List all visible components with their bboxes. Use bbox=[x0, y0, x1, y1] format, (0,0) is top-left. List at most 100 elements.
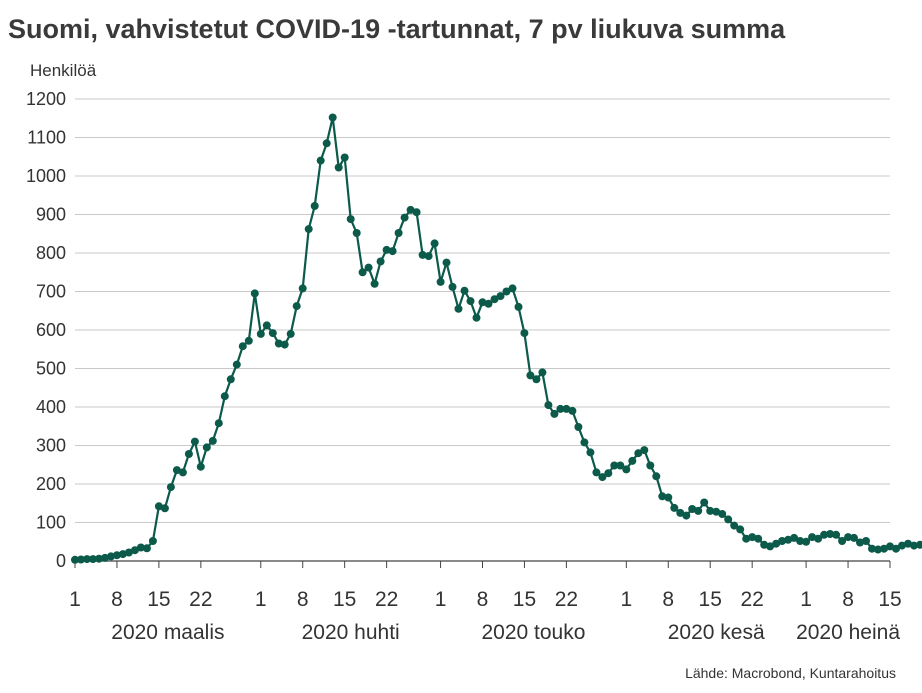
data-point bbox=[400, 213, 409, 222]
y-tick-label: 900 bbox=[36, 205, 66, 225]
data-point bbox=[412, 208, 421, 217]
data-point bbox=[298, 284, 307, 293]
y-tick-label: 1000 bbox=[26, 166, 66, 186]
data-point bbox=[694, 506, 703, 515]
month-labels: 2020 maalis 2020 huhti 2020 touko 2020 kesä… bbox=[111, 621, 900, 644]
data-point bbox=[718, 510, 727, 518]
data-point bbox=[868, 544, 876, 553]
data-point bbox=[334, 163, 343, 172]
data-point bbox=[95, 554, 103, 563]
x-tick-label: 22 bbox=[740, 588, 763, 611]
y-tick-label: 600 bbox=[36, 320, 66, 340]
data-point bbox=[658, 492, 667, 501]
data-point bbox=[178, 468, 187, 477]
data-point bbox=[124, 548, 133, 557]
data-point bbox=[766, 542, 775, 551]
x-tick-label: 15 bbox=[147, 588, 170, 611]
y-tick-label: 300 bbox=[36, 436, 66, 456]
data-point bbox=[394, 229, 403, 237]
data-point bbox=[190, 437, 199, 446]
data-point bbox=[742, 534, 751, 543]
x-tick-label: 8 bbox=[477, 588, 489, 611]
x-tick-label: 22 bbox=[375, 588, 398, 611]
month-label: 2020 heinä bbox=[796, 621, 900, 644]
data-point bbox=[496, 292, 505, 301]
x-tick-label: 22 bbox=[555, 588, 578, 611]
data-point bbox=[448, 282, 457, 291]
x-tick-label: 1 bbox=[800, 588, 812, 611]
data-point bbox=[478, 298, 487, 307]
data-point bbox=[886, 542, 894, 551]
data-point bbox=[532, 375, 541, 384]
data-point bbox=[502, 287, 511, 296]
data-point bbox=[586, 448, 595, 457]
data-point bbox=[310, 202, 319, 210]
data-point bbox=[568, 406, 577, 415]
data-point bbox=[646, 461, 655, 470]
data-point bbox=[682, 511, 691, 520]
data-point bbox=[340, 153, 349, 162]
data-point bbox=[460, 286, 469, 295]
data-point bbox=[101, 553, 109, 562]
data-point bbox=[364, 263, 373, 272]
data-point bbox=[430, 239, 439, 248]
y-axis-label: Henkilöä bbox=[30, 61, 97, 80]
data-point bbox=[790, 533, 799, 542]
data-point bbox=[784, 535, 793, 544]
data-point bbox=[832, 530, 841, 539]
data-point bbox=[466, 297, 475, 306]
data-point bbox=[376, 257, 385, 266]
data-point bbox=[820, 530, 829, 539]
data-point bbox=[71, 555, 79, 564]
y-tick-label: 700 bbox=[36, 282, 66, 302]
month-label: 2020 kesä bbox=[668, 621, 765, 644]
data-point bbox=[526, 371, 535, 380]
data-point bbox=[598, 473, 607, 482]
data-point bbox=[754, 534, 763, 543]
data-point bbox=[640, 446, 649, 455]
data-point bbox=[850, 533, 858, 542]
data-point bbox=[148, 537, 157, 545]
data-point bbox=[724, 515, 733, 524]
data-point bbox=[736, 525, 745, 534]
y-tick-label: 1200 bbox=[26, 89, 66, 109]
y-tick-label: 0 bbox=[56, 551, 66, 571]
data-point bbox=[136, 543, 145, 552]
month-label: 2020 touko bbox=[481, 621, 585, 644]
y-tick-label: 500 bbox=[36, 359, 66, 379]
data-point bbox=[796, 537, 805, 545]
x-tick-label: 8 bbox=[662, 588, 674, 611]
data-point bbox=[880, 544, 888, 553]
data-point bbox=[778, 537, 787, 545]
x-tick-label: 15 bbox=[333, 588, 356, 611]
data-point bbox=[748, 533, 757, 542]
data-point bbox=[418, 250, 427, 259]
y-tick-label: 1100 bbox=[27, 128, 66, 148]
data-point bbox=[256, 329, 265, 338]
data-point bbox=[280, 340, 289, 349]
data-point bbox=[226, 375, 235, 384]
data-point bbox=[730, 521, 739, 530]
data-point bbox=[574, 423, 583, 431]
data-point bbox=[142, 544, 151, 553]
data-point bbox=[514, 302, 523, 311]
data-point bbox=[556, 404, 565, 413]
chart-title: Suomi, vahvistetut COVID-19 -tartunnat, … bbox=[8, 14, 786, 44]
data-point bbox=[874, 545, 882, 554]
data-point bbox=[238, 342, 247, 351]
data-point bbox=[406, 205, 415, 214]
data-point bbox=[550, 409, 559, 418]
data-point bbox=[262, 321, 271, 330]
data-point bbox=[214, 419, 223, 428]
y-tick-label: 800 bbox=[36, 243, 66, 263]
data-point bbox=[628, 456, 637, 465]
y-axis-ticks: 0 100 200 300 400 500 600 700 800 900 1000 1100 1200 bbox=[26, 89, 66, 571]
data-point bbox=[772, 539, 781, 548]
data-point bbox=[184, 450, 193, 458]
source-note: Lähde: Macrobond, Kuntarahoitus bbox=[685, 665, 896, 681]
data-point bbox=[652, 472, 661, 481]
x-tick-label: 8 bbox=[842, 588, 854, 611]
x-tick-label: 8 bbox=[297, 588, 309, 611]
data-point bbox=[616, 461, 625, 470]
